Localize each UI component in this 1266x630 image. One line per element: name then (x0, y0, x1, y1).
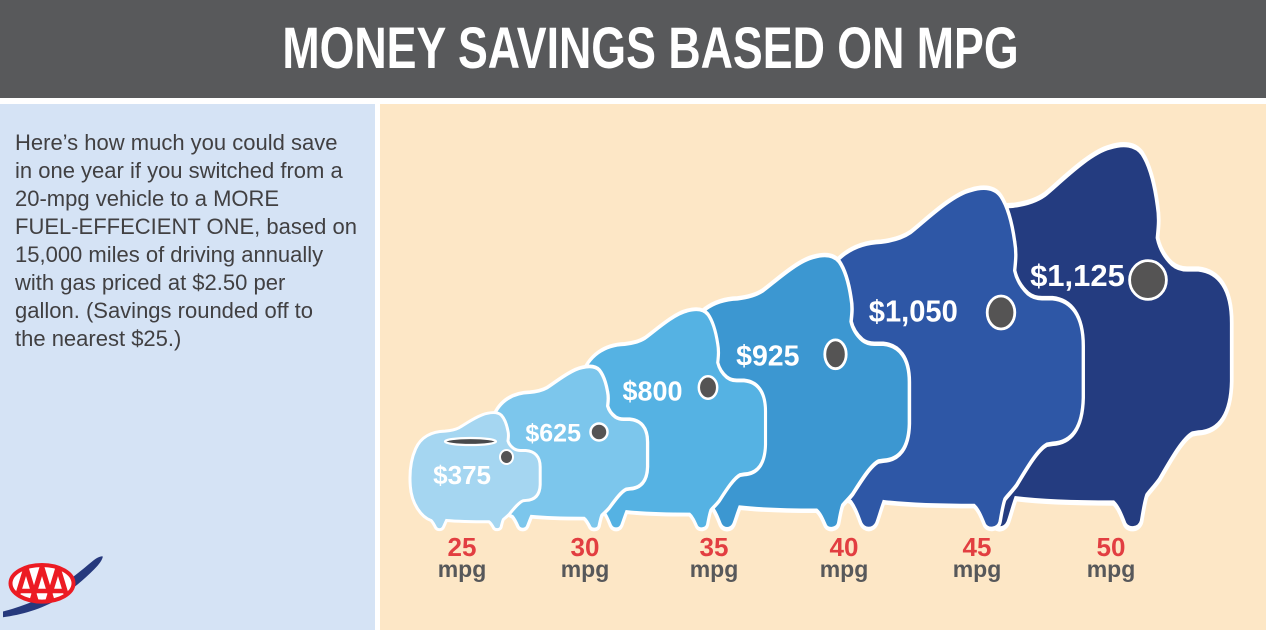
svg-text:40: 40 (830, 532, 859, 562)
svg-text:$625: $625 (525, 420, 581, 448)
svg-text:mpg: mpg (561, 556, 610, 582)
svg-text:30: 30 (571, 532, 600, 562)
svg-text:50: 50 (1097, 532, 1126, 562)
svg-text:$375: $375 (433, 460, 491, 490)
svg-text:mpg: mpg (690, 556, 739, 582)
svg-text:35: 35 (700, 532, 729, 562)
svg-text:$800: $800 (623, 376, 683, 407)
svg-text:$1,050: $1,050 (869, 294, 958, 329)
svg-text:$925: $925 (736, 341, 800, 373)
svg-text:mpg: mpg (438, 556, 487, 582)
svg-text:mpg: mpg (953, 556, 1002, 582)
svg-text:25: 25 (448, 532, 477, 562)
svg-text:45: 45 (963, 532, 992, 562)
svg-text:mpg: mpg (820, 556, 869, 582)
svg-text:$1,125: $1,125 (1030, 258, 1125, 293)
svg-text:mpg: mpg (1087, 556, 1136, 582)
